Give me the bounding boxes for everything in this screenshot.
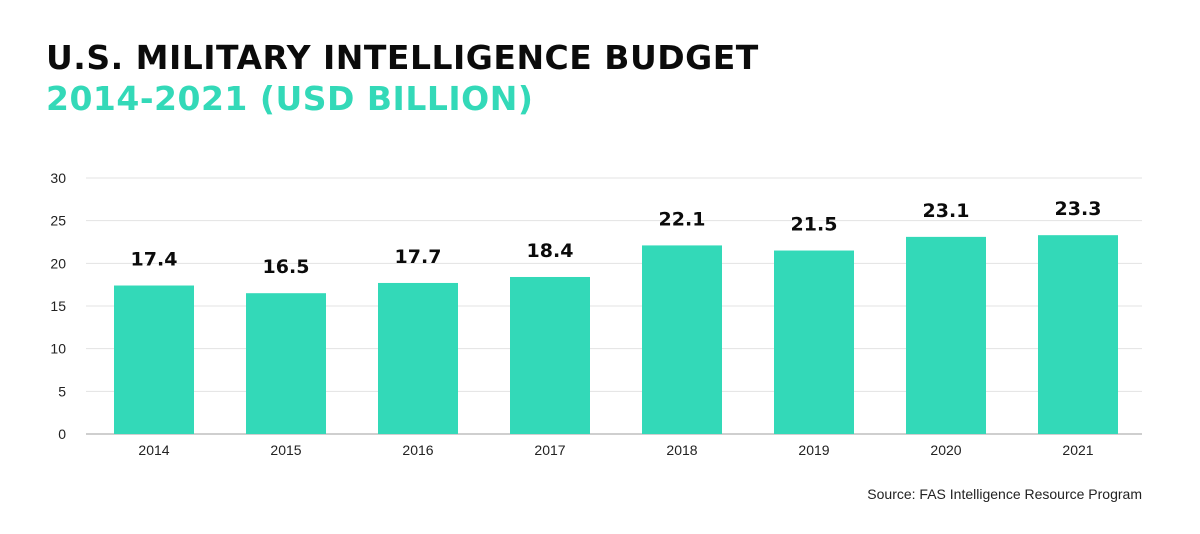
chart-title: U.S. MILITARY INTELLIGENCE BUDGET bbox=[46, 38, 759, 77]
y-tick-label: 0 bbox=[58, 426, 66, 442]
data-label: 17.4 bbox=[131, 249, 178, 271]
x-tick-label: 2021 bbox=[1062, 442, 1093, 458]
y-tick-label: 5 bbox=[58, 383, 66, 399]
data-label: 23.3 bbox=[1055, 198, 1102, 220]
bar bbox=[774, 250, 854, 434]
data-label: 17.7 bbox=[395, 246, 442, 268]
bar bbox=[246, 293, 326, 434]
chart-title-block: U.S. MILITARY INTELLIGENCE BUDGET 2014-2… bbox=[46, 38, 759, 120]
x-tick-label: 2020 bbox=[930, 442, 961, 458]
data-label: 23.1 bbox=[923, 200, 970, 222]
bar bbox=[114, 285, 194, 434]
x-tick-label: 2017 bbox=[534, 442, 565, 458]
y-tick-label: 15 bbox=[50, 298, 66, 314]
bar bbox=[378, 282, 458, 434]
data-label: 16.5 bbox=[263, 256, 310, 278]
bar bbox=[642, 245, 722, 434]
x-tick-label: 2015 bbox=[270, 442, 301, 458]
y-tick-label: 20 bbox=[50, 255, 66, 271]
y-tick-label: 10 bbox=[50, 341, 66, 357]
bar bbox=[510, 276, 590, 434]
y-tick-label: 30 bbox=[50, 170, 66, 186]
data-label: 18.4 bbox=[527, 240, 574, 262]
x-tick-label: 2016 bbox=[402, 442, 433, 458]
x-tick-label: 2018 bbox=[666, 442, 697, 458]
bar bbox=[906, 236, 986, 434]
source-note: Source: FAS Intelligence Resource Progra… bbox=[867, 486, 1142, 502]
data-label: 21.5 bbox=[791, 214, 838, 236]
data-label: 22.1 bbox=[659, 208, 706, 230]
x-tick-label: 2014 bbox=[138, 442, 169, 458]
bar bbox=[1038, 235, 1118, 434]
x-tick-label: 2019 bbox=[798, 442, 829, 458]
chart-subtitle: 2014-2021 (USD BILLION) bbox=[46, 79, 534, 118]
y-tick-label: 25 bbox=[50, 213, 66, 229]
